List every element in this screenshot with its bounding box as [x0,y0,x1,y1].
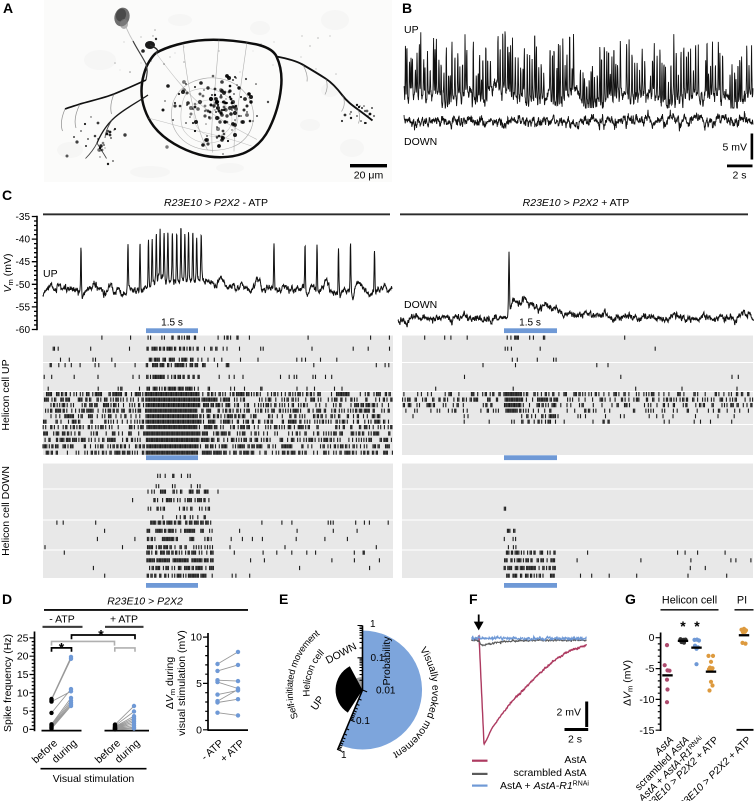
svg-text:10: 10 [190,632,202,644]
svg-text:-35: -35 [16,212,31,223]
svg-text:R23E10 > P2X2 + ATP: R23E10 > P2X2 + ATP [523,197,630,209]
svg-text:R23E10 > P2X2 - ATP: R23E10 > P2X2 - ATP [164,197,268,209]
svg-text:R23E10 > P2X2: R23E10 > P2X2 [107,596,183,608]
svg-text:-45: -45 [16,257,31,268]
svg-text:Probability: Probability [381,636,393,686]
svg-text:D: D [2,591,12,607]
svg-text:2 s: 2 s [732,170,746,182]
svg-text:*: * [98,627,104,643]
svg-text:Helicon cell: Helicon cell [301,648,326,697]
svg-text:Helicon cell: Helicon cell [662,595,717,607]
svg-text:B: B [402,0,412,16]
svg-text:G: G [625,591,636,607]
svg-text:visual stimulation (mV): visual stimulation (mV) [176,630,188,736]
svg-text:0.1: 0.1 [371,653,385,664]
svg-text:20: 20 [17,651,29,663]
svg-text:25: 25 [17,632,29,644]
svg-text:*: * [694,618,700,634]
svg-text:*: * [680,618,686,634]
svg-text:0: 0 [196,724,202,736]
svg-text:2 mV: 2 mV [556,707,581,719]
svg-text:0: 0 [649,632,655,644]
svg-text:- ATP: - ATP [49,614,74,626]
svg-text:Visual stimulation: Visual stimulation [53,773,135,785]
svg-text:*: * [59,640,65,656]
svg-text:E: E [279,591,288,607]
svg-text:2 s: 2 s [568,734,582,746]
svg-text:5: 5 [23,706,29,718]
svg-text:1: 1 [341,750,347,761]
svg-text:PI: PI [737,595,747,607]
svg-text:F: F [469,591,478,607]
svg-text:5: 5 [196,678,202,690]
svg-text:-15: -15 [639,725,654,737]
svg-text:20 μm: 20 μm [354,170,384,182]
svg-text:DOWN: DOWN [324,640,359,666]
svg-text:Spike frequency (Hz): Spike frequency (Hz) [2,634,14,732]
svg-text:5 mV: 5 mV [722,142,747,154]
svg-text:Helicon cell UP: Helicon cell UP [0,359,12,430]
svg-text:0: 0 [23,724,29,736]
svg-text:-40: -40 [16,235,31,246]
svg-text:1.5 s: 1.5 s [519,318,541,329]
svg-text:-10: -10 [639,694,654,706]
svg-text:AstA + AstA-R1RNAi: AstA + AstA-R1RNAi [500,780,589,792]
svg-text:UP: UP [404,24,419,36]
svg-text:C: C [2,187,12,203]
svg-text:-5: -5 [645,663,654,675]
svg-text:-55: -55 [16,302,31,313]
svg-text:1: 1 [370,619,376,630]
svg-text:Vm (mV): Vm (mV) [2,254,15,293]
svg-text:UP: UP [43,268,58,280]
svg-text:scrambled AstA: scrambled AstA [514,767,587,779]
svg-text:+ ATP: + ATP [110,614,138,626]
svg-text:A: A [3,0,13,16]
svg-text:ΔVm during: ΔVm during [164,657,177,710]
svg-text:0.1: 0.1 [356,716,370,727]
svg-text:DOWN: DOWN [404,136,437,148]
svg-text:1.5 s: 1.5 s [161,318,183,329]
svg-text:+ ATP: + ATP [218,737,247,765]
svg-text:15: 15 [17,669,29,681]
svg-text:AstA: AstA [564,754,586,766]
svg-text:UP: UP [309,694,327,713]
svg-text:Helicon cell DOWN: Helicon cell DOWN [0,466,12,556]
svg-text:10: 10 [17,687,29,699]
svg-text:-60: -60 [16,325,31,336]
svg-text:-50: -50 [16,280,31,291]
svg-text:ΔVm (mV): ΔVm (mV) [622,660,635,706]
svg-text:DOWN: DOWN [404,299,437,311]
svg-text:0.01: 0.01 [376,686,396,697]
